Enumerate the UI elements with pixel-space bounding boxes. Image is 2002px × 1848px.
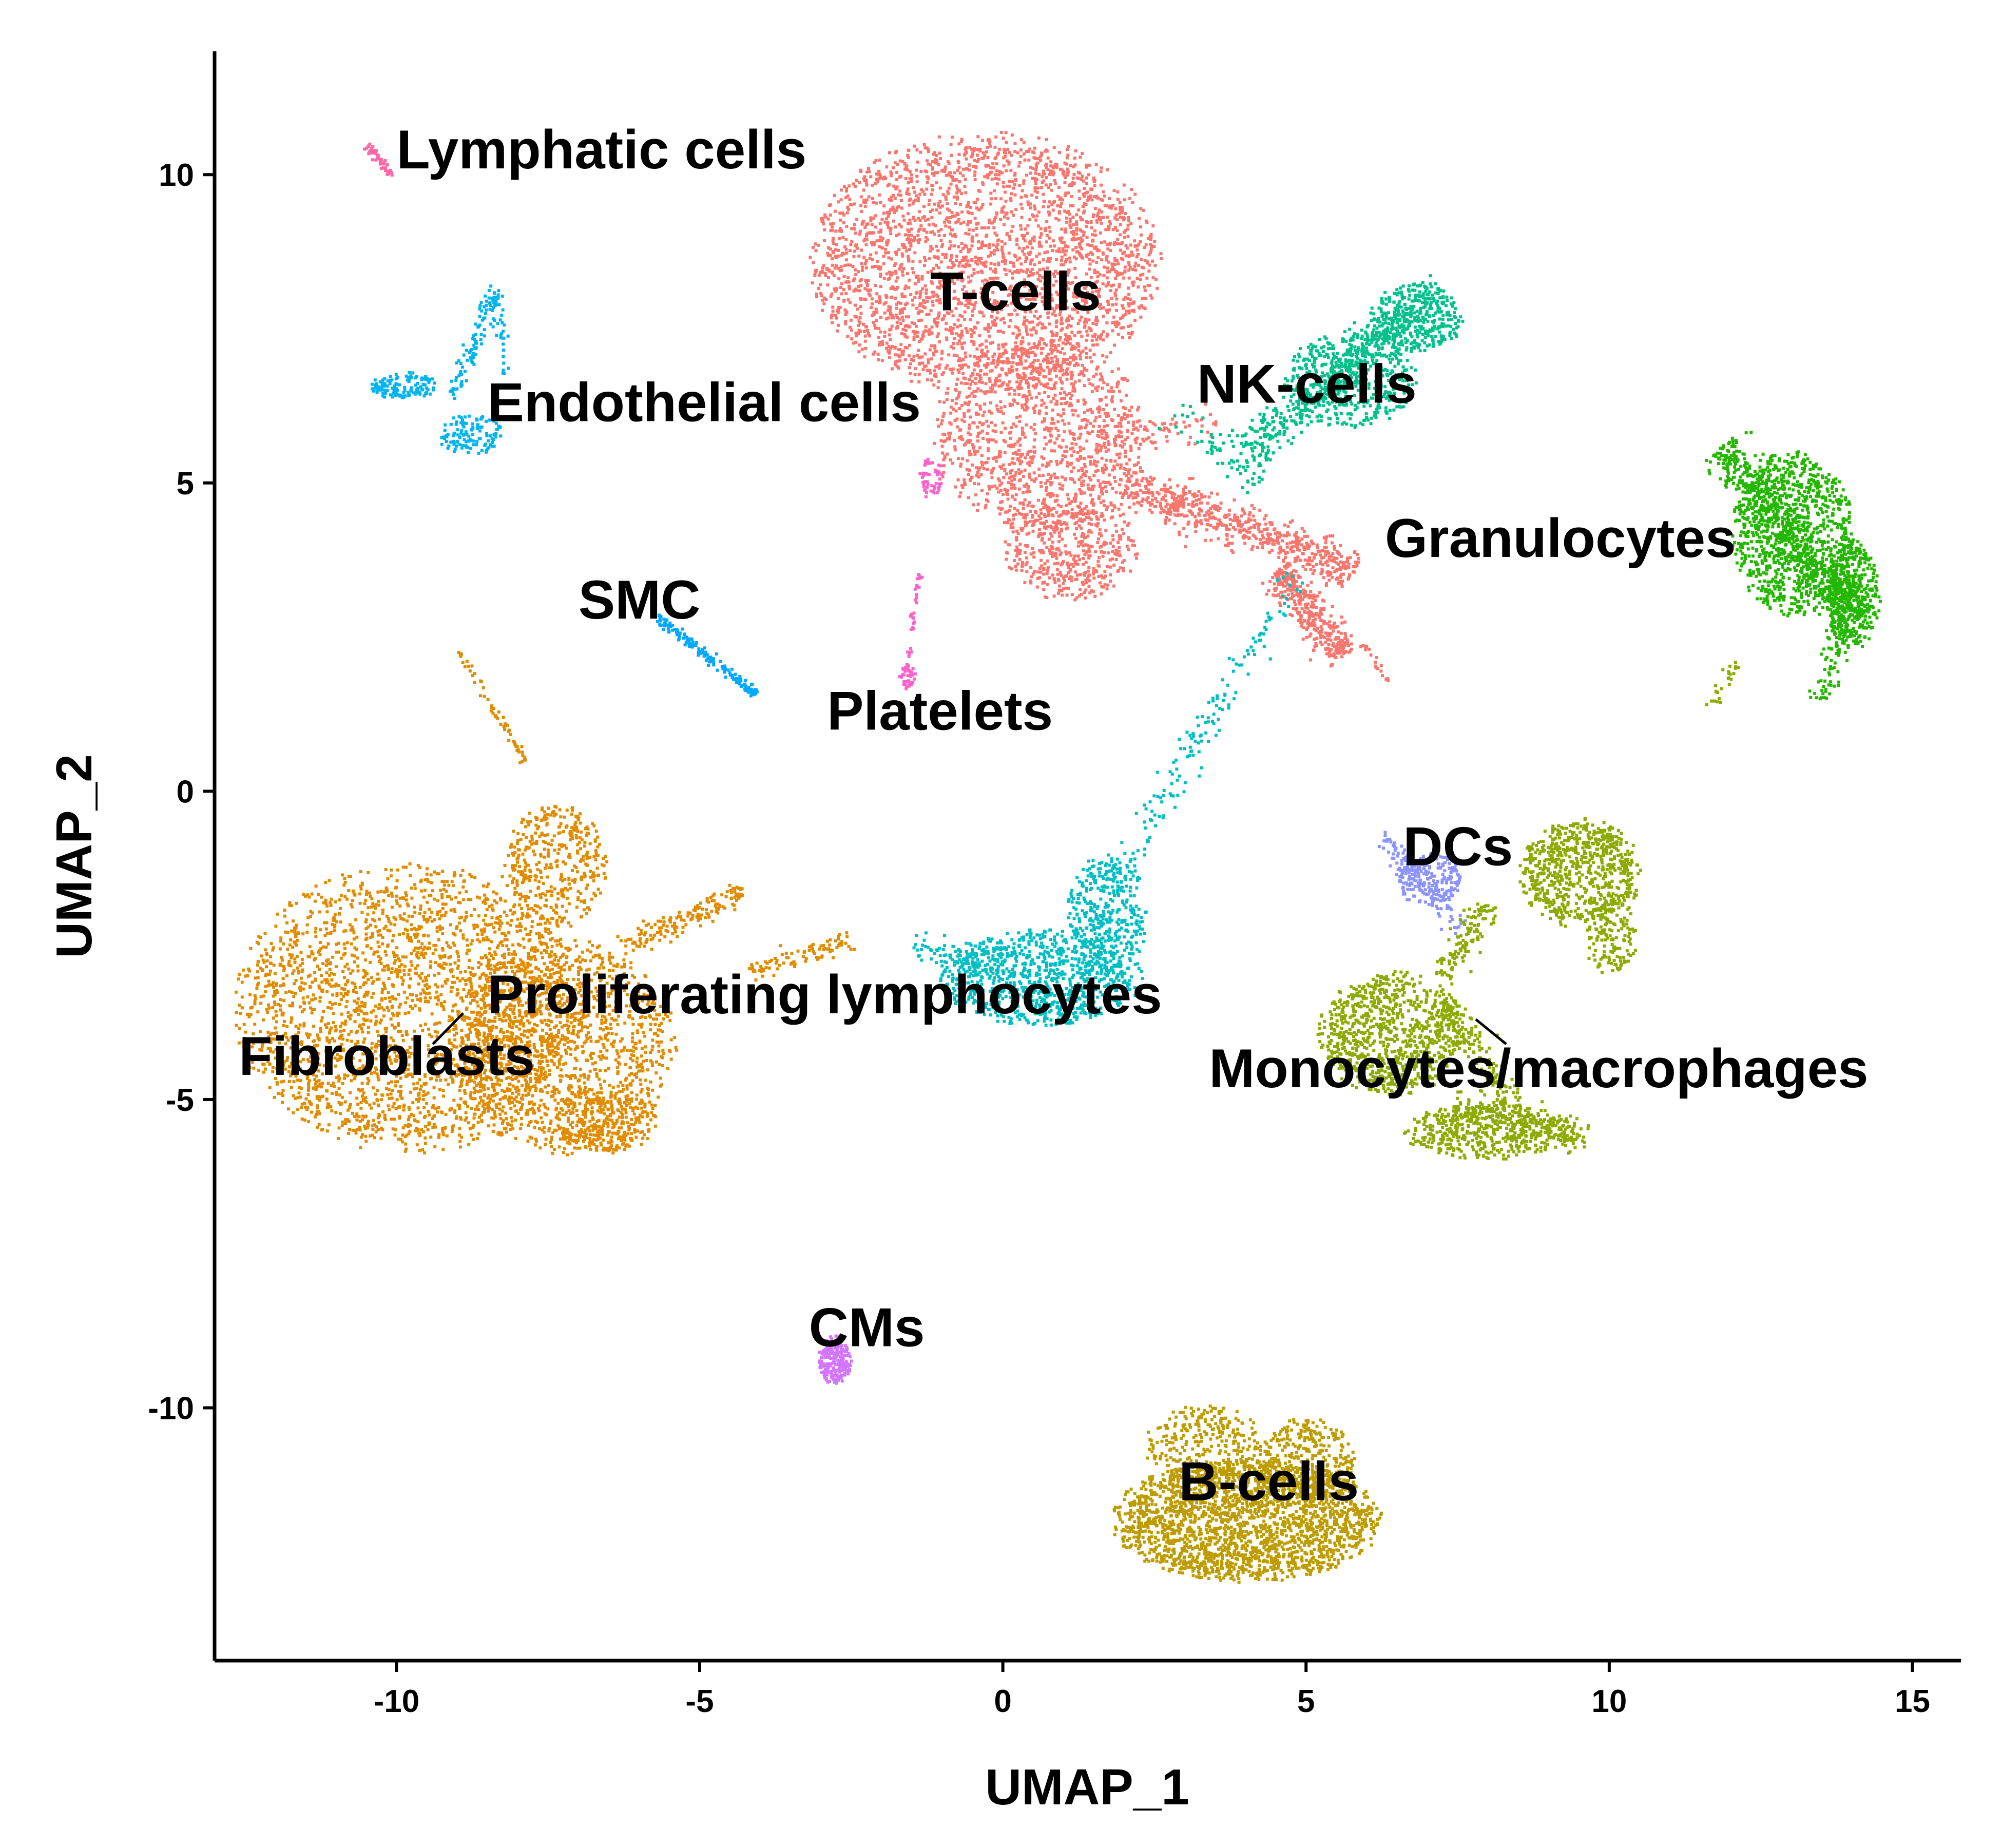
cluster-points xyxy=(898,457,944,690)
cluster-cms xyxy=(817,1334,853,1385)
cluster-points xyxy=(1377,831,1467,935)
cluster-points xyxy=(1316,661,1740,1161)
cluster-b-cells xyxy=(1112,1404,1383,1584)
cluster-smc xyxy=(650,611,759,698)
y-axis-title: UMAP_2 xyxy=(46,754,102,958)
label-platelets: Platelets xyxy=(827,680,1053,741)
x-tick-label: 10 xyxy=(1591,1684,1627,1719)
label-smc: SMC xyxy=(579,569,701,630)
cluster-lymphatic-cells xyxy=(363,142,394,177)
label-leader-fibroblasts xyxy=(432,1012,465,1045)
cluster-points xyxy=(234,651,856,1157)
y-tick-label: 10 xyxy=(159,158,194,193)
x-tick-label: -5 xyxy=(685,1684,714,1719)
y-tick-label: -10 xyxy=(148,1391,194,1427)
x-axis-title: UMAP_1 xyxy=(985,1759,1189,1815)
cluster-t-cells xyxy=(808,131,1390,682)
cluster-monocytes-macrophages xyxy=(1316,661,1740,1161)
cluster-proliferating-lymphocytes xyxy=(912,572,1304,1027)
cluster-endothelial-cells xyxy=(370,284,510,455)
cluster-points xyxy=(1158,274,1465,494)
cluster-points xyxy=(1112,1404,1383,1584)
label-lymphatic-cells: Lymphatic cells xyxy=(396,119,806,180)
cluster-points xyxy=(808,131,1390,682)
x-tick-label: -10 xyxy=(374,1684,420,1719)
cluster-dcs xyxy=(1377,831,1467,935)
cluster-fibroblasts xyxy=(234,651,856,1157)
y-ticks: -10 -5 0 5 10 xyxy=(148,158,215,1427)
cluster-labels: Fibroblasts T-cells NK-cells Granulocytes En… xyxy=(239,119,1868,1512)
axes: -10 -5 0 5 10 15 -10 -5 0 5 10 UMAP_1 UMAP_2 xyxy=(46,51,1961,1815)
cluster-nk-cells xyxy=(1158,274,1465,494)
cluster-platelets xyxy=(898,457,944,690)
label-granulocytes: Granulocytes xyxy=(1385,507,1736,569)
y-tick-label: -5 xyxy=(166,1083,194,1118)
label-fibroblasts: Fibroblasts xyxy=(239,1025,535,1087)
label-nk-cells: NK-cells xyxy=(1197,353,1417,415)
label-endothelial-cells: Endothelial cells xyxy=(488,372,921,433)
y-tick-label: 5 xyxy=(177,466,194,502)
cluster-points xyxy=(912,572,1304,1027)
y-tick-label: 0 xyxy=(177,774,194,810)
cluster-points xyxy=(817,1334,853,1385)
x-tick-label: 5 xyxy=(1297,1684,1315,1719)
label-cms: CMs xyxy=(809,1296,925,1358)
cluster-points xyxy=(1705,431,1882,701)
cluster-points xyxy=(650,611,759,698)
label-b-cells: B-cells xyxy=(1179,1451,1359,1512)
label-proliferating-lymphocytes: Proliferating lymphocytes xyxy=(488,964,1162,1025)
x-ticks: -10 -5 0 5 10 15 xyxy=(374,1661,1930,1719)
x-tick-label: 15 xyxy=(1895,1684,1930,1719)
points-layer xyxy=(234,131,1882,1584)
cluster-points xyxy=(370,284,510,455)
label-t-cells: T-cells xyxy=(930,260,1101,322)
x-tick-label: 0 xyxy=(994,1684,1011,1719)
cluster-points xyxy=(363,142,394,177)
cluster-granulocytes xyxy=(1705,431,1882,701)
label-leader-monocytes-macrophages xyxy=(1475,1018,1507,1045)
label-monocytes-macrophages: Monocytes/macrophages xyxy=(1209,1037,1868,1099)
label-dcs: DCs xyxy=(1403,816,1513,877)
